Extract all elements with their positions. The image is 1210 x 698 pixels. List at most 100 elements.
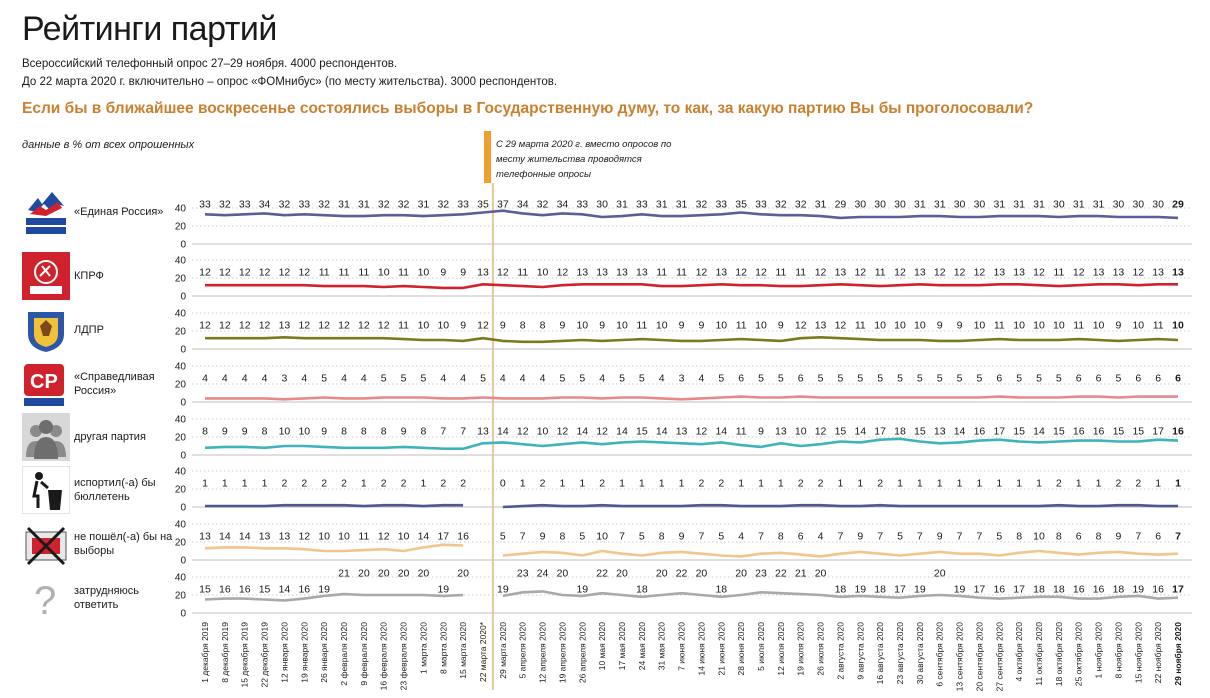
- data-label: 12: [934, 267, 946, 279]
- data-label: 29: [1172, 199, 1184, 211]
- data-label: 21: [795, 568, 807, 580]
- data-label: 5: [421, 373, 427, 385]
- data-label: 1: [222, 478, 228, 490]
- data-label: 32: [279, 199, 291, 211]
- data-label: 20: [934, 568, 946, 580]
- data-label: 31: [418, 199, 430, 211]
- x-tick-label: 29 марта 2020: [498, 622, 508, 679]
- data-label: 1: [897, 478, 903, 490]
- data-label: 20: [457, 568, 469, 580]
- data-label: 10: [1033, 531, 1045, 543]
- data-label: 5: [957, 373, 963, 385]
- data-label: 12: [497, 267, 509, 279]
- data-label: 32: [219, 199, 231, 211]
- data-label: 14: [1033, 426, 1045, 438]
- data-label: 31: [934, 199, 946, 211]
- data-label: 18: [894, 426, 906, 438]
- data-label: 5: [1036, 373, 1042, 385]
- data-label: 1: [1036, 478, 1042, 490]
- data-label: 31: [1093, 199, 1105, 211]
- data-label: 10: [914, 320, 926, 332]
- x-tick-label: 16 августа 2020: [875, 622, 885, 685]
- data-label: 33: [298, 199, 310, 211]
- data-label: 12: [199, 267, 211, 279]
- data-label: 24: [537, 568, 549, 580]
- data-label: 5: [639, 531, 645, 543]
- data-label: 11: [1153, 320, 1164, 332]
- data-label: 9: [758, 426, 764, 438]
- data-label: 10: [715, 320, 727, 332]
- x-tick-label: 25 октября 2020: [1074, 622, 1084, 687]
- data-label: 30: [1132, 199, 1144, 211]
- data-label: 31: [358, 199, 370, 211]
- data-label: 5: [718, 373, 724, 385]
- data-label: 16: [1172, 426, 1184, 438]
- data-label: 12: [279, 267, 291, 279]
- ldpr-logo: [28, 312, 64, 352]
- data-label: 15: [835, 426, 847, 438]
- series-label-no-vote: не пошёл(-а) бы на выборы: [22, 518, 172, 570]
- data-label: 13: [1093, 267, 1105, 279]
- data-label: 5: [778, 373, 784, 385]
- data-label: 10: [1172, 320, 1184, 332]
- series-name: ЛДПР: [74, 324, 104, 336]
- data-label: 1: [937, 478, 943, 490]
- data-label: 30: [874, 199, 886, 211]
- page-title: Рейтинги партий: [22, 10, 277, 48]
- data-label: 12: [378, 531, 390, 543]
- data-label: 16: [239, 584, 251, 596]
- data-label: 33: [239, 199, 251, 211]
- data-label: 20: [358, 568, 370, 580]
- x-tick-label: 12 апреля 2020: [538, 622, 548, 683]
- y-tick-label: 20: [175, 591, 187, 602]
- data-label: 1: [361, 478, 367, 490]
- data-label: 18: [874, 584, 886, 596]
- data-label: 8: [560, 531, 566, 543]
- x-tick-label: 14 июня 2020: [696, 622, 706, 676]
- data-label: 9: [460, 267, 466, 279]
- data-label: 1: [838, 478, 844, 490]
- data-label: 8: [659, 531, 665, 543]
- data-label: 1: [917, 478, 923, 490]
- x-tick-label: 20 сентября 2020: [974, 622, 984, 692]
- data-label: 5: [401, 373, 407, 385]
- data-label: 12: [259, 320, 271, 332]
- y-tick-label: 40: [175, 204, 187, 215]
- data-label: 4: [341, 373, 347, 385]
- y-tick-label: 40: [175, 520, 187, 531]
- data-label: 20: [696, 568, 708, 580]
- data-label: 13: [636, 267, 648, 279]
- x-tick-label: 28 июня 2020: [736, 622, 746, 676]
- method-change-marker: [484, 131, 491, 183]
- x-tick-label: 7 июня 2020: [677, 622, 687, 671]
- data-label: 32: [318, 199, 330, 211]
- data-label: 8: [361, 426, 367, 438]
- data-label: 7: [699, 531, 705, 543]
- series-line: [205, 283, 1178, 290]
- data-label: 4: [520, 373, 526, 385]
- y-tick-label: 0: [180, 503, 186, 514]
- data-label: 9: [321, 426, 327, 438]
- data-label: 12: [239, 320, 251, 332]
- y-tick-label: 20: [175, 380, 187, 391]
- data-label: 10: [537, 426, 549, 438]
- data-label: 1: [1175, 478, 1181, 490]
- data-label: 11: [636, 320, 647, 332]
- data-label: 11: [1073, 320, 1084, 332]
- data-label: 5: [818, 373, 824, 385]
- data-label: 15: [914, 426, 926, 438]
- data-label: 2: [301, 478, 307, 490]
- data-label: 3: [679, 373, 685, 385]
- x-tick-label: 27 сентября 2020: [994, 622, 1004, 692]
- data-label: 35: [735, 199, 747, 211]
- data-label: 4: [699, 373, 705, 385]
- data-label: 33: [636, 199, 648, 211]
- data-label: 4: [500, 373, 506, 385]
- y-tick-label: 0: [180, 398, 186, 409]
- data-label: 11: [1053, 267, 1064, 279]
- question-icon: ?: [22, 574, 70, 622]
- data-label: 2: [401, 478, 407, 490]
- series-line: [205, 395, 1178, 401]
- data-label: 6: [1155, 531, 1161, 543]
- data-label: 4: [460, 373, 466, 385]
